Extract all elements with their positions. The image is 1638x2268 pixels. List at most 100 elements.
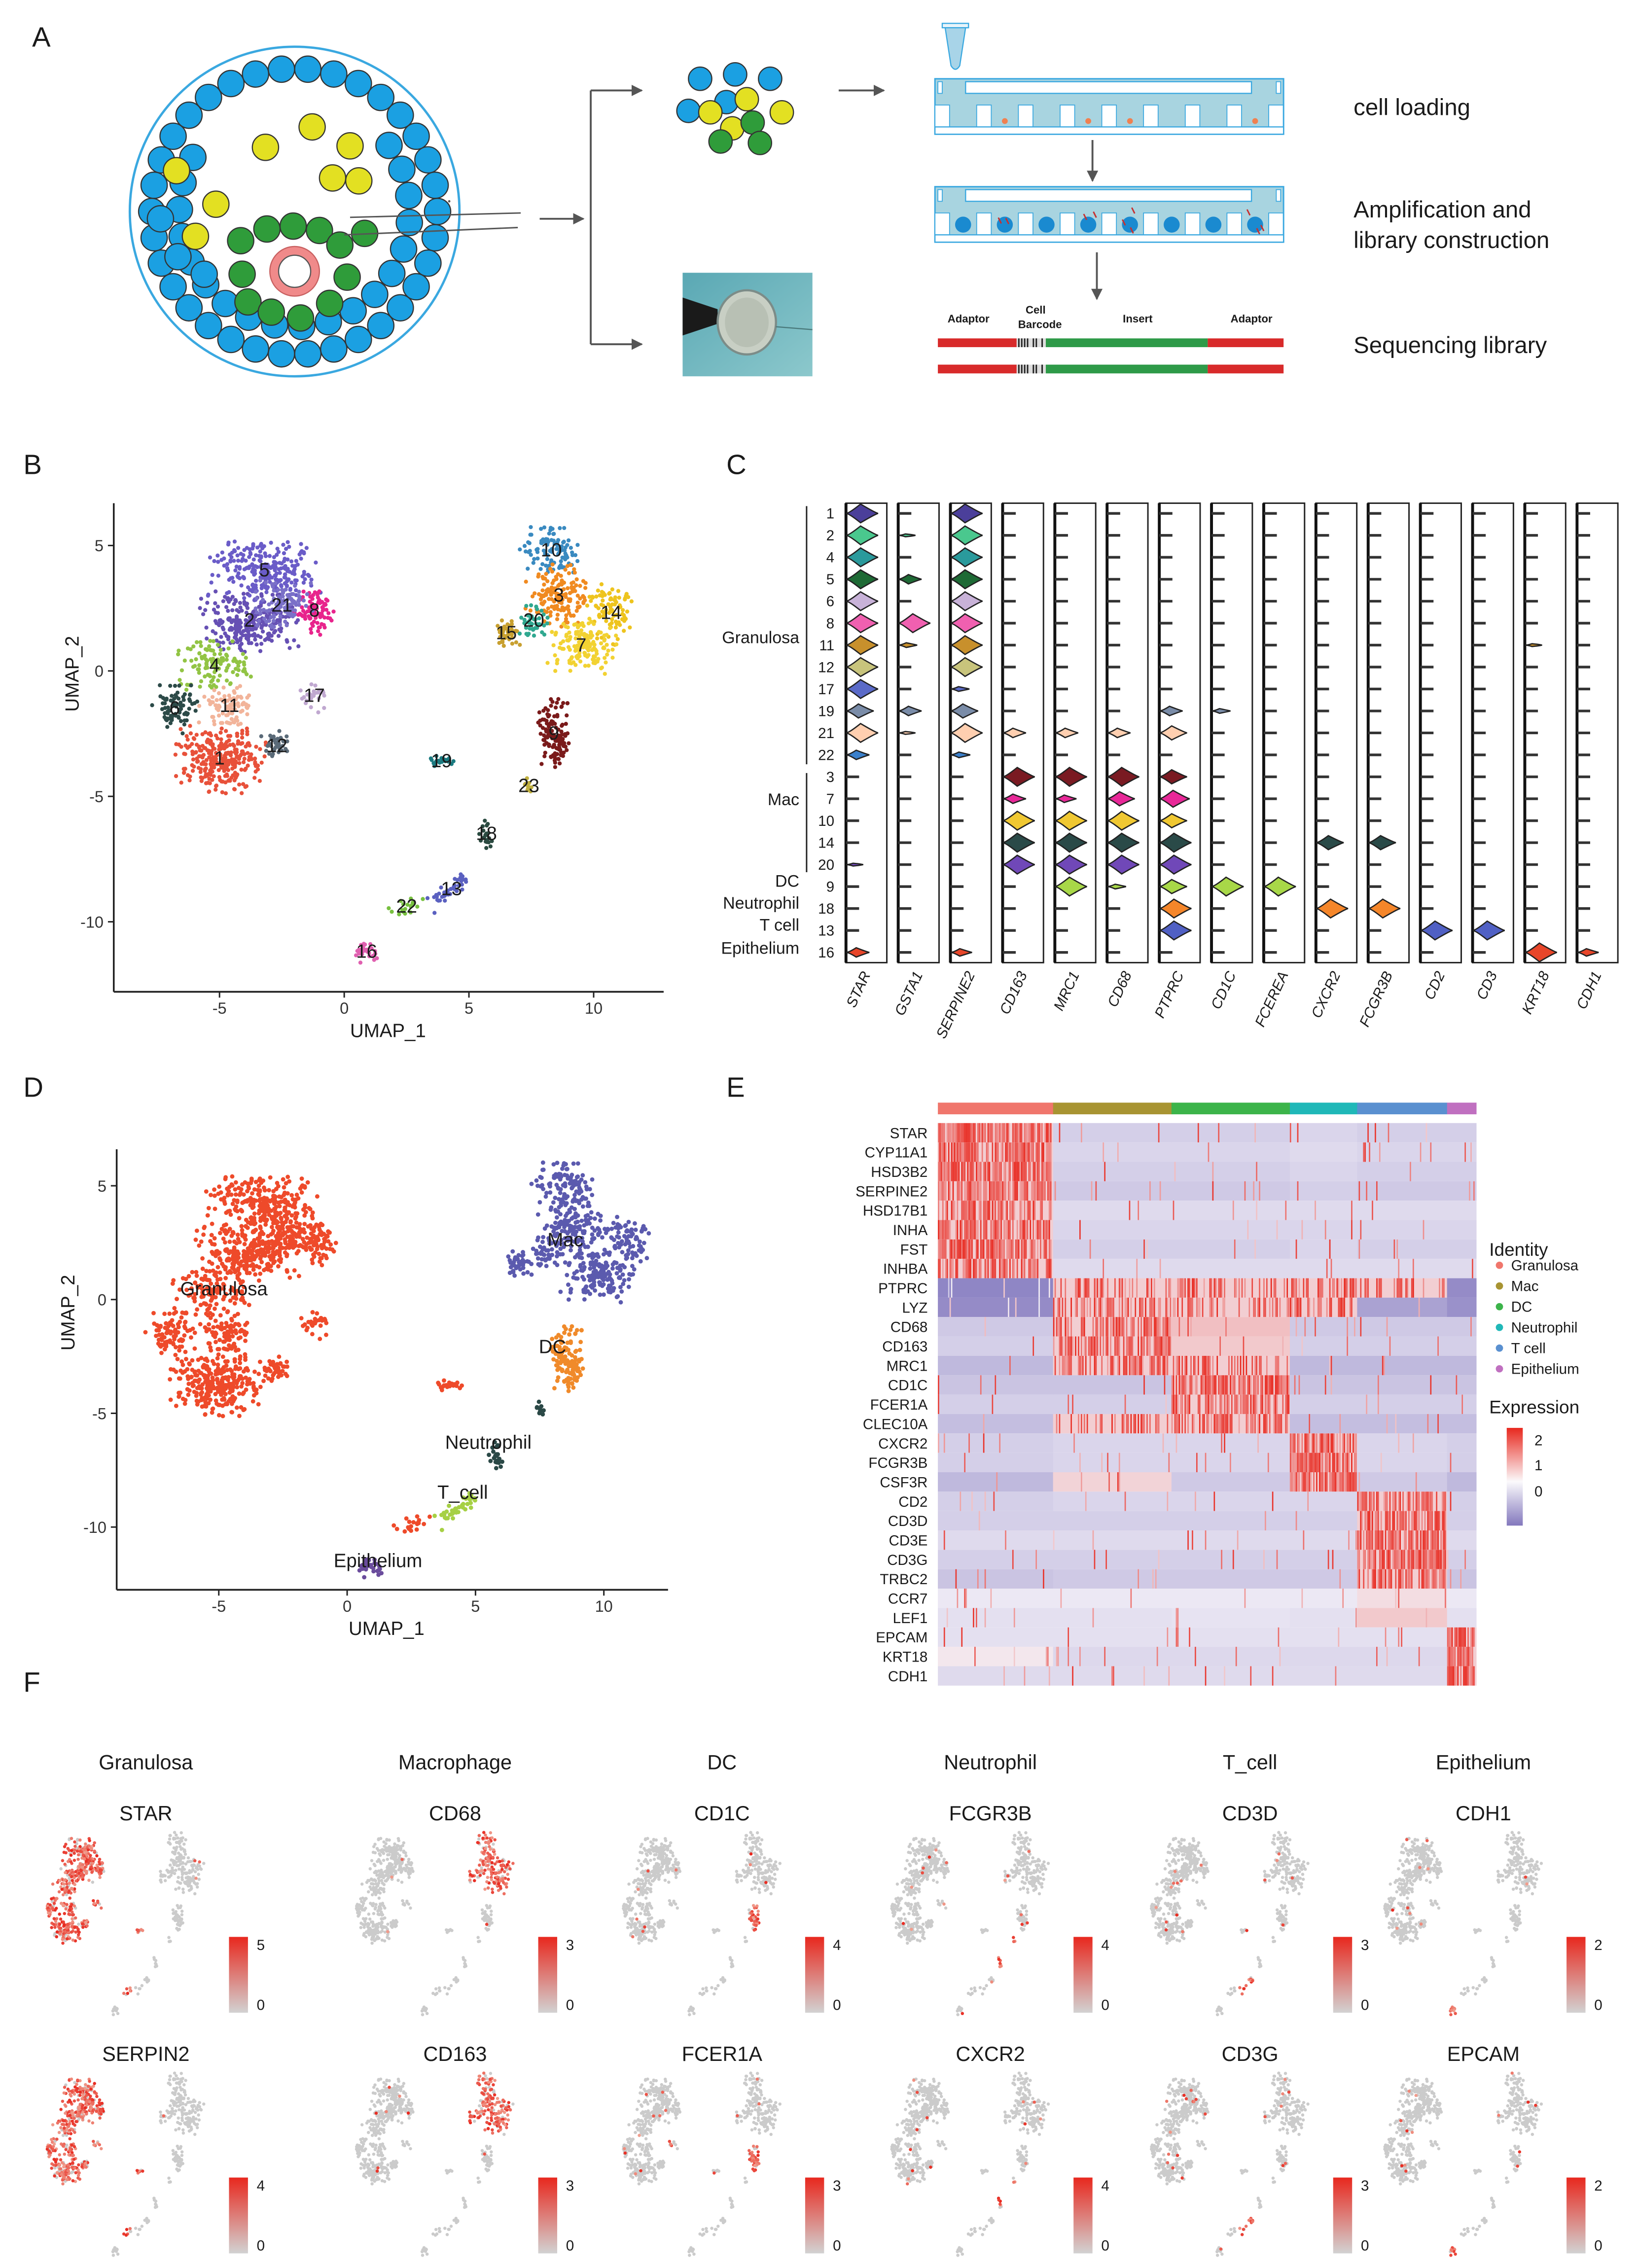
cell-type-point — [461, 1505, 465, 1510]
cluster-5-point — [269, 540, 273, 545]
cluster-2-point — [251, 624, 255, 629]
cell-type-point — [548, 1190, 553, 1195]
cell-type-point — [604, 1260, 608, 1265]
cluster-2-point — [296, 644, 301, 648]
cluster-label: 17 — [304, 685, 325, 707]
cell-type-point — [172, 1306, 177, 1311]
cell-type-point — [570, 1324, 574, 1329]
cell-type-point — [196, 1378, 201, 1383]
cluster-2-point — [239, 648, 244, 652]
cluster-label: 21 — [271, 595, 292, 616]
cell-type-point — [310, 1213, 315, 1218]
cell-type-point — [510, 1249, 515, 1254]
cell-type-point — [257, 1235, 262, 1240]
cell — [395, 181, 423, 210]
cluster-18-point — [483, 818, 487, 823]
cell-type-point — [231, 1399, 236, 1404]
cluster-4-point — [232, 656, 237, 661]
gene-label: GSTA1 — [891, 969, 926, 1018]
cluster-2-point — [239, 631, 244, 636]
cell — [402, 273, 430, 301]
cluster-7-point — [564, 634, 569, 638]
cluster-2-point — [205, 636, 209, 641]
cell-type-point — [215, 1265, 220, 1270]
cluster-1-point — [209, 733, 214, 738]
cell-type-point — [172, 1311, 177, 1316]
fragment — [1093, 211, 1097, 218]
cell-type-point — [620, 1250, 625, 1255]
cluster-2-point — [260, 624, 264, 628]
cell-type-point — [275, 1180, 280, 1185]
cluster-7-point — [555, 658, 560, 662]
cluster-label: 14 — [601, 602, 622, 624]
cell-type-point — [557, 1205, 562, 1209]
cluster-5-point — [272, 555, 276, 560]
cluster-7-point — [573, 663, 578, 667]
cluster-1-point — [214, 750, 218, 755]
barcode-stripe — [1027, 364, 1029, 374]
cluster-14-point — [617, 596, 621, 600]
cell-type-point — [326, 1229, 331, 1234]
gene-label: SERPINE2 — [933, 969, 978, 1041]
cell-type-point — [217, 1338, 222, 1343]
cell-type-point — [589, 1210, 594, 1215]
cell-type-point — [535, 1183, 540, 1188]
cluster-row-label: 11 — [819, 638, 834, 654]
cell-type-point — [210, 1221, 214, 1226]
cluster-9-point — [553, 705, 558, 710]
cluster-2-point — [285, 639, 289, 644]
cluster-4-point — [235, 660, 239, 665]
cell-type-point — [225, 1192, 230, 1197]
cell-type-point — [293, 1211, 298, 1216]
cluster-1-point — [262, 754, 267, 759]
cluster-1-point — [183, 767, 187, 771]
cell — [390, 235, 418, 263]
cluster-1-point — [228, 752, 233, 756]
cell — [242, 335, 270, 363]
cell-type-point — [394, 1526, 399, 1531]
cluster-3-point — [583, 598, 587, 602]
cell-type-point — [638, 1259, 643, 1264]
chip-pillar — [1184, 105, 1201, 128]
cluster-5-point — [254, 553, 258, 558]
cluster-2-point — [270, 607, 275, 612]
cluster-1-point — [233, 776, 238, 780]
cell-type-point — [262, 1200, 267, 1205]
cluster-5-point — [232, 539, 237, 544]
cell-type-point — [544, 1223, 549, 1228]
cell — [698, 100, 723, 125]
cluster-6-point — [168, 683, 173, 688]
cluster-7-point — [550, 630, 554, 634]
cluster-2-point — [234, 637, 239, 641]
cell-type-point — [286, 1210, 291, 1215]
cell-type-point — [209, 1348, 214, 1353]
cell-type-point — [186, 1274, 191, 1278]
cluster-row-label: 19 — [818, 703, 834, 719]
cluster-11-point — [245, 712, 249, 716]
cell-type-point — [243, 1237, 248, 1242]
chip-pillar — [1143, 105, 1159, 128]
cell-type-point — [233, 1180, 238, 1185]
cluster-1-point — [244, 766, 248, 771]
cluster-9-point — [553, 765, 558, 769]
cluster-21-point — [285, 623, 289, 628]
cell — [159, 122, 187, 150]
cell-type-point — [637, 1248, 641, 1253]
cell-type-point — [261, 1209, 266, 1214]
cluster-11-point — [238, 721, 243, 726]
cluster-4-point — [199, 644, 203, 648]
cluster-1-point — [197, 754, 201, 758]
cluster-7-point — [586, 663, 591, 668]
cell-type-point — [258, 1226, 263, 1231]
cluster-1-point — [245, 732, 249, 737]
cluster-4-point — [210, 678, 215, 682]
cell-type-point — [537, 1407, 542, 1412]
cluster-7-point — [567, 630, 571, 635]
bead — [1080, 216, 1097, 233]
cell-type-point — [487, 1453, 492, 1457]
cluster-7-point — [605, 633, 609, 637]
cluster-9-point — [565, 701, 570, 706]
cluster-21-point — [278, 623, 283, 627]
cluster-15-point — [501, 643, 506, 648]
follicle-cells — [138, 55, 452, 368]
